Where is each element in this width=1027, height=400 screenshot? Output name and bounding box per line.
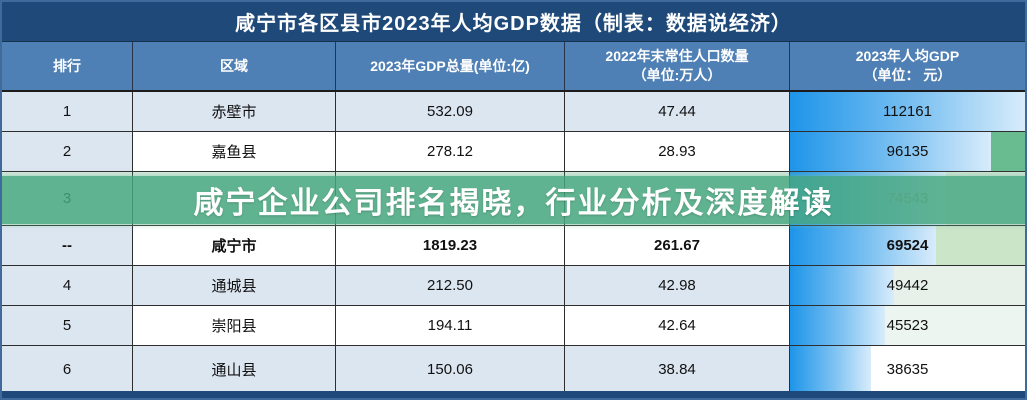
cell-gdp: 150.06	[336, 346, 565, 392]
cell-population-value: 42.98	[658, 277, 696, 294]
cell-region-value: 嘉鱼县	[211, 144, 257, 161]
cell-population-value: 38.84	[658, 360, 696, 378]
cell-rank-value: 6	[62, 360, 72, 378]
cell-rank-value: 5	[62, 317, 72, 334]
cell-per-capita-value: 38635	[886, 360, 929, 378]
table-row: -- 咸宁市 1819.23 261.67 69524	[2, 226, 1025, 266]
cell-region: 通城县	[133, 266, 336, 305]
overlay-headline: 咸宁企业公司排名揭晓，行业分析及深度解读	[193, 187, 834, 220]
header-cell-region: 区域	[133, 42, 336, 90]
cell-region-value: 赤壁市	[211, 104, 257, 121]
page-title: 咸宁市各区县市2023年人均GDP数据（制表：数据说经济）	[2, 2, 1025, 42]
cell-per-capita-value: 69524	[886, 237, 929, 254]
cell-population-value: 42.64	[658, 317, 696, 334]
cell-population: 38.84	[565, 346, 790, 392]
bottom-strip	[2, 391, 1025, 398]
cell-rank-value: 4	[62, 277, 72, 294]
table-row: 1 赤壁市 532.09 47.44 112161	[2, 92, 1025, 132]
cell-rank-value: --	[62, 237, 72, 254]
cell-gdp-value: 278.12	[427, 143, 473, 160]
cell-gdp: 212.50	[336, 266, 565, 305]
cell-region-value: 咸宁市	[211, 238, 257, 255]
cell-gdp: 532.09	[336, 92, 565, 131]
cell-population: 42.98	[565, 266, 790, 305]
cell-per-capita: 112161	[790, 92, 1025, 131]
cell-rank: 6	[2, 346, 133, 392]
cell-rank: --	[2, 226, 133, 265]
cell-gdp: 278.12	[336, 132, 565, 171]
data-bar	[790, 226, 936, 265]
cell-population-value: 47.44	[658, 103, 696, 120]
cell-rank: 4	[2, 266, 133, 305]
cell-per-capita: 49442	[790, 266, 1025, 305]
cell-per-capita: 69524	[790, 226, 1025, 265]
cell-rank: 5	[2, 306, 133, 345]
data-bar	[790, 132, 992, 171]
cell-gdp-value: 212.50	[427, 277, 473, 294]
cell-region-value: 崇阳县	[211, 318, 257, 335]
cell-population-value: 28.93	[658, 143, 696, 160]
cell-gdp-value: 150.06	[427, 360, 473, 378]
cell-rank-value: 1	[62, 103, 72, 120]
table-row: 4 通城县 212.50 42.98 49442	[2, 266, 1025, 306]
data-bar	[790, 306, 886, 345]
data-bar	[790, 266, 894, 305]
cell-population: 42.64	[565, 306, 790, 345]
table-header-row: 排行 区域 2023年GDP总量(单位:亿) 2022年末常住人口数量 （单位:…	[2, 42, 1025, 92]
cell-gdp: 194.11	[336, 306, 565, 345]
cell-gdp-value: 532.09	[427, 103, 473, 120]
cell-population: 261.67	[565, 226, 790, 265]
cell-region-value: 通山县	[211, 361, 257, 379]
cell-population: 28.93	[565, 132, 790, 171]
cell-region: 咸宁市	[133, 226, 336, 265]
cell-rank: 2	[2, 132, 133, 171]
cell-region: 通山县	[133, 346, 336, 392]
cell-per-capita: 45523	[790, 306, 1025, 345]
cell-gdp-value: 1819.23	[422, 237, 478, 254]
data-bar	[790, 92, 1025, 131]
table-row: 6 通山县 150.06 38.84 38635	[2, 346, 1025, 393]
cell-per-capita: 38635	[790, 346, 1025, 392]
cell-per-capita: 96135	[790, 132, 1025, 171]
cell-population-value: 261.67	[654, 237, 700, 254]
cell-per-capita-value: 112161	[883, 103, 932, 120]
data-bar	[790, 346, 871, 392]
cell-population: 47.44	[565, 92, 790, 131]
header-cell-population: 2022年末常住人口数量 （单位:万人）	[565, 42, 790, 90]
table-row: 2 嘉鱼县 278.12 28.93 96135	[2, 132, 1025, 172]
cell-rank-value: 2	[62, 143, 72, 160]
cell-per-capita-value: 96135	[886, 143, 929, 160]
header-cell-rank: 排行	[2, 42, 133, 90]
cell-per-capita-value: 49442	[886, 277, 929, 294]
overlay-banner: 咸宁企业公司排名揭晓，行业分析及深度解读	[2, 176, 1025, 224]
cell-region: 赤壁市	[133, 92, 336, 131]
header-cell-gdp: 2023年GDP总量(单位:亿)	[336, 42, 565, 90]
cell-rank: 1	[2, 92, 133, 131]
cell-region: 嘉鱼县	[133, 132, 336, 171]
table-body: 1 赤壁市 532.09 47.44 112161 2 嘉鱼县 278.12 28.93 9613…	[2, 92, 1025, 393]
cell-gdp: 1819.23	[336, 226, 565, 265]
cell-per-capita-value: 45523	[886, 317, 929, 334]
cell-region: 崇阳县	[133, 306, 336, 345]
cell-gdp-value: 194.11	[427, 317, 473, 334]
table-row: 5 崇阳县 194.11 42.64 45523	[2, 306, 1025, 346]
header-cell-per-capita: 2023年人均GDP （单位： 元）	[855, 48, 960, 83]
cell-region-value: 通城县	[211, 278, 257, 295]
